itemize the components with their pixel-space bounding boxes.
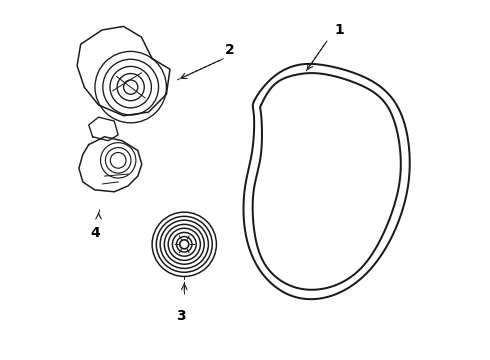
Text: 2: 2 — [225, 43, 235, 57]
Text: 3: 3 — [176, 309, 186, 323]
Text: 1: 1 — [334, 23, 344, 37]
Text: 4: 4 — [90, 226, 100, 240]
